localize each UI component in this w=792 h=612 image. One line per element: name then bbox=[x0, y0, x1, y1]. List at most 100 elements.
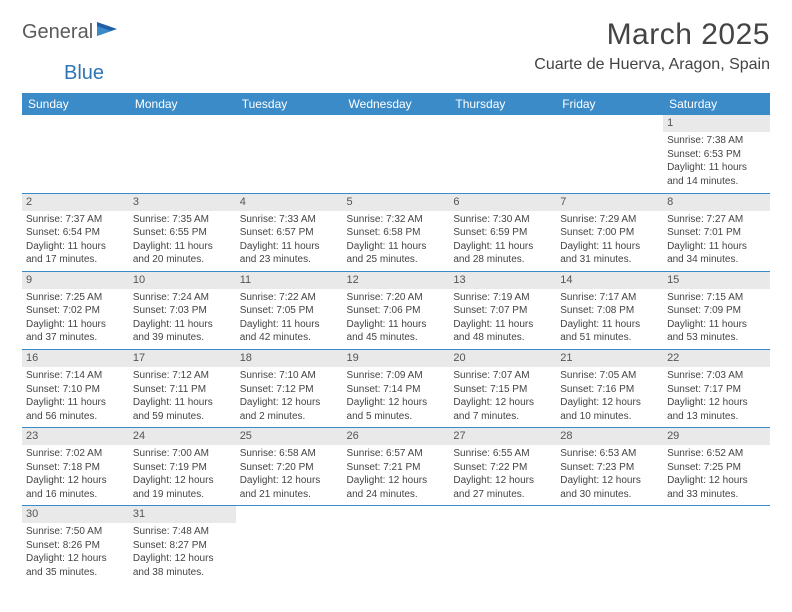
day-details: Sunrise: 6:53 AMSunset: 7:23 PMDaylight:… bbox=[556, 445, 663, 505]
sunrise-text: Sunrise: 7:17 AM bbox=[560, 291, 659, 305]
calendar-day-cell bbox=[343, 115, 450, 193]
month-title: March 2025 bbox=[534, 18, 770, 52]
weekday-header: Monday bbox=[129, 93, 236, 115]
calendar-day-cell bbox=[556, 506, 663, 584]
sunrise-text: Sunrise: 7:25 AM bbox=[26, 291, 125, 305]
flag-icon bbox=[97, 22, 119, 43]
calendar-day-cell: 12Sunrise: 7:20 AMSunset: 7:06 PMDayligh… bbox=[343, 271, 450, 349]
weekday-header: Tuesday bbox=[236, 93, 343, 115]
day-details: Sunrise: 7:09 AMSunset: 7:14 PMDaylight:… bbox=[343, 367, 450, 427]
daylight-text: Daylight: 11 hours and 39 minutes. bbox=[133, 318, 232, 345]
page: General March 2025 Cuarte de Huerva, Ara… bbox=[0, 0, 792, 593]
sunrise-text: Sunrise: 7:32 AM bbox=[347, 213, 446, 227]
calendar-day-cell: 6Sunrise: 7:30 AMSunset: 6:59 PMDaylight… bbox=[449, 193, 556, 271]
daylight-text: Daylight: 12 hours and 5 minutes. bbox=[347, 396, 446, 423]
daylight-text: Daylight: 12 hours and 16 minutes. bbox=[26, 474, 125, 501]
day-details: Sunrise: 7:27 AMSunset: 7:01 PMDaylight:… bbox=[663, 211, 770, 271]
sunset-text: Sunset: 8:27 PM bbox=[133, 539, 232, 553]
day-details: Sunrise: 7:19 AMSunset: 7:07 PMDaylight:… bbox=[449, 289, 556, 349]
day-number: 20 bbox=[449, 350, 556, 367]
day-number: 15 bbox=[663, 272, 770, 289]
calendar-day-cell: 4 Sunrise: 7:33 AMSunset: 6:57 PMDaylight… bbox=[236, 193, 343, 271]
sunset-text: Sunset: 7:15 PM bbox=[453, 383, 552, 397]
sunset-text: Sunset: 7:19 PM bbox=[133, 461, 232, 475]
calendar-week-row: 30Sunrise: 7:50 AMSunset: 8:26 PMDayligh… bbox=[22, 506, 770, 584]
daylight-text: Daylight: 11 hours and 45 minutes. bbox=[347, 318, 446, 345]
day-number: 11 bbox=[236, 272, 343, 289]
calendar-day-cell bbox=[449, 506, 556, 584]
day-details: Sunrise: 7:03 AMSunset: 7:17 PMDaylight:… bbox=[663, 367, 770, 427]
sunset-text: Sunset: 6:53 PM bbox=[667, 148, 766, 162]
calendar-day-cell: 27Sunrise: 6:55 AMSunset: 7:22 PMDayligh… bbox=[449, 428, 556, 506]
calendar-day-cell: 13Sunrise: 7:19 AMSunset: 7:07 PMDayligh… bbox=[449, 271, 556, 349]
day-number: 21 bbox=[556, 350, 663, 367]
sunset-text: Sunset: 7:23 PM bbox=[560, 461, 659, 475]
calendar-week-row: 23Sunrise: 7:02 AMSunset: 7:18 PMDayligh… bbox=[22, 428, 770, 506]
calendar-day-cell: 10Sunrise: 7:24 AMSunset: 7:03 PMDayligh… bbox=[129, 271, 236, 349]
sunset-text: Sunset: 6:57 PM bbox=[240, 226, 339, 240]
day-details: Sunrise: 7:32 AMSunset: 6:58 PMDaylight:… bbox=[343, 211, 450, 271]
sunset-text: Sunset: 8:26 PM bbox=[26, 539, 125, 553]
weekday-header: Saturday bbox=[663, 93, 770, 115]
day-number: 16 bbox=[22, 350, 129, 367]
daylight-text: Daylight: 12 hours and 7 minutes. bbox=[453, 396, 552, 423]
sunset-text: Sunset: 7:17 PM bbox=[667, 383, 766, 397]
sunrise-text: Sunrise: 7:33 AM bbox=[240, 213, 339, 227]
daylight-text: Daylight: 11 hours and 28 minutes. bbox=[453, 240, 552, 267]
day-details: Sunrise: 7:29 AMSunset: 7:00 PMDaylight:… bbox=[556, 211, 663, 271]
sunset-text: Sunset: 7:16 PM bbox=[560, 383, 659, 397]
calendar-week-row: 9Sunrise: 7:25 AMSunset: 7:02 PMDaylight… bbox=[22, 271, 770, 349]
daylight-text: Daylight: 12 hours and 35 minutes. bbox=[26, 552, 125, 579]
day-number: 9 bbox=[22, 272, 129, 289]
daylight-text: Daylight: 11 hours and 56 minutes. bbox=[26, 396, 125, 423]
sunset-text: Sunset: 7:01 PM bbox=[667, 226, 766, 240]
day-number: 5 bbox=[343, 194, 450, 211]
day-number: 26 bbox=[343, 428, 450, 445]
sunset-text: Sunset: 6:59 PM bbox=[453, 226, 552, 240]
daylight-text: Daylight: 12 hours and 24 minutes. bbox=[347, 474, 446, 501]
day-number: 4 bbox=[236, 194, 343, 211]
calendar-week-row: 2Sunrise: 7:37 AMSunset: 6:54 PMDaylight… bbox=[22, 193, 770, 271]
day-number: 3 bbox=[129, 194, 236, 211]
calendar-day-cell: 20Sunrise: 7:07 AMSunset: 7:15 PMDayligh… bbox=[449, 349, 556, 427]
sunrise-text: Sunrise: 7:29 AM bbox=[560, 213, 659, 227]
sunset-text: Sunset: 6:55 PM bbox=[133, 226, 232, 240]
daylight-text: Daylight: 11 hours and 23 minutes. bbox=[240, 240, 339, 267]
day-number: 31 bbox=[129, 506, 236, 523]
daylight-text: Daylight: 12 hours and 21 minutes. bbox=[240, 474, 339, 501]
daylight-text: Daylight: 11 hours and 59 minutes. bbox=[133, 396, 232, 423]
calendar-day-cell bbox=[236, 506, 343, 584]
sunrise-text: Sunrise: 7:02 AM bbox=[26, 447, 125, 461]
sunset-text: Sunset: 7:12 PM bbox=[240, 383, 339, 397]
sunrise-text: Sunrise: 7:09 AM bbox=[347, 369, 446, 383]
sunrise-text: Sunrise: 7:14 AM bbox=[26, 369, 125, 383]
daylight-text: Daylight: 12 hours and 33 minutes. bbox=[667, 474, 766, 501]
sunset-text: Sunset: 7:00 PM bbox=[560, 226, 659, 240]
sunrise-text: Sunrise: 6:53 AM bbox=[560, 447, 659, 461]
calendar-day-cell: 30Sunrise: 7:50 AMSunset: 8:26 PMDayligh… bbox=[22, 506, 129, 584]
calendar-day-cell: 1Sunrise: 7:38 AMSunset: 6:53 PMDaylight… bbox=[663, 115, 770, 193]
daylight-text: Daylight: 11 hours and 53 minutes. bbox=[667, 318, 766, 345]
calendar-day-cell bbox=[22, 115, 129, 193]
brand-name-a: General bbox=[22, 22, 93, 42]
calendar-day-cell: 17Sunrise: 7:12 AMSunset: 7:11 PMDayligh… bbox=[129, 349, 236, 427]
day-details: Sunrise: 6:57 AMSunset: 7:21 PMDaylight:… bbox=[343, 445, 450, 505]
calendar-day-cell: 16 Sunrise: 7:14 AMSunset: 7:10 PMDayligh… bbox=[22, 349, 129, 427]
day-number: 1 bbox=[663, 115, 770, 132]
calendar-day-cell: 21Sunrise: 7:05 AMSunset: 7:16 PMDayligh… bbox=[556, 349, 663, 427]
day-number: 22 bbox=[663, 350, 770, 367]
sunset-text: Sunset: 7:14 PM bbox=[347, 383, 446, 397]
calendar-day-cell: 11Sunrise: 7:22 AMSunset: 7:05 PMDayligh… bbox=[236, 271, 343, 349]
title-block: March 2025 Cuarte de Huerva, Aragon, Spa… bbox=[534, 18, 770, 74]
sunset-text: Sunset: 7:09 PM bbox=[667, 304, 766, 318]
day-details: Sunrise: 7:20 AMSunset: 7:06 PMDaylight:… bbox=[343, 289, 450, 349]
sunrise-text: Sunrise: 7:24 AM bbox=[133, 291, 232, 305]
day-details: Sunrise: 6:58 AMSunset: 7:20 PMDaylight:… bbox=[236, 445, 343, 505]
day-details: Sunrise: 7:48 AMSunset: 8:27 PMDaylight:… bbox=[129, 523, 236, 583]
sunset-text: Sunset: 7:10 PM bbox=[26, 383, 125, 397]
sunrise-text: Sunrise: 7:50 AM bbox=[26, 525, 125, 539]
calendar-day-cell: 31Sunrise: 7:48 AMSunset: 8:27 PMDayligh… bbox=[129, 506, 236, 584]
daylight-text: Daylight: 12 hours and 27 minutes. bbox=[453, 474, 552, 501]
day-details: Sunrise: 7:35 AMSunset: 6:55 PMDaylight:… bbox=[129, 211, 236, 271]
sunrise-text: Sunrise: 7:10 AM bbox=[240, 369, 339, 383]
